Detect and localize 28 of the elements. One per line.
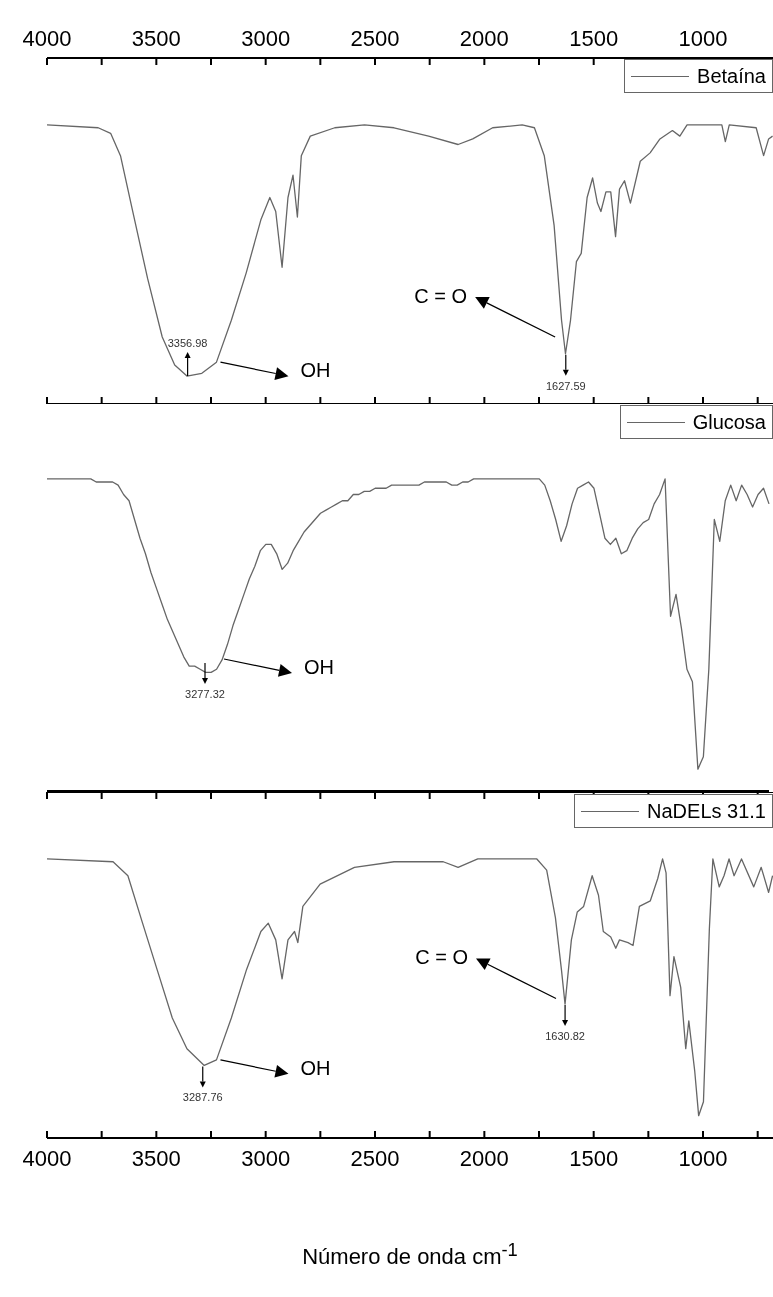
annotation: 3356.98: [167, 337, 208, 350]
x-tick-label: 2500: [350, 26, 400, 51]
annotation: 1630.82: [545, 1030, 585, 1043]
x-tick-label: 3500: [131, 1145, 181, 1171]
x-tick-label: 2000: [459, 1145, 509, 1171]
x-tick-label: 2000: [459, 26, 509, 51]
x-tick-label: 1500: [569, 1145, 619, 1171]
annotation: 1627.59: [545, 379, 586, 392]
annotation: OH: [300, 1056, 331, 1079]
legend-label: Betaína: [697, 64, 766, 89]
x-tick-label: 1000: [678, 26, 728, 51]
x-tick-label: 2500: [350, 1145, 400, 1171]
annotation: 3287.76: [182, 1091, 223, 1104]
legend-label: Glucosa: [692, 410, 766, 435]
annotation: OH: [304, 656, 334, 678]
x-tick-label: 1500: [569, 26, 619, 51]
x-tick-label: 4000: [22, 26, 72, 51]
x-tick-label: 3500: [131, 26, 181, 51]
x-tick-label: 3000: [241, 26, 291, 51]
legend-label: NaDELs 31.1: [647, 799, 766, 824]
annotation: C = O: [414, 285, 468, 308]
annotation: OH: [300, 359, 331, 382]
x-tick-label: 3000: [241, 1145, 291, 1171]
x-tick-label: 1000: [678, 1145, 728, 1171]
annotation: 3277.32: [185, 688, 225, 700]
x-tick-label: 4000: [22, 1145, 72, 1171]
x-axis-title: Número de onda cm$^{-1}$: [301, 1239, 519, 1271]
annotation: C = O: [415, 946, 469, 969]
